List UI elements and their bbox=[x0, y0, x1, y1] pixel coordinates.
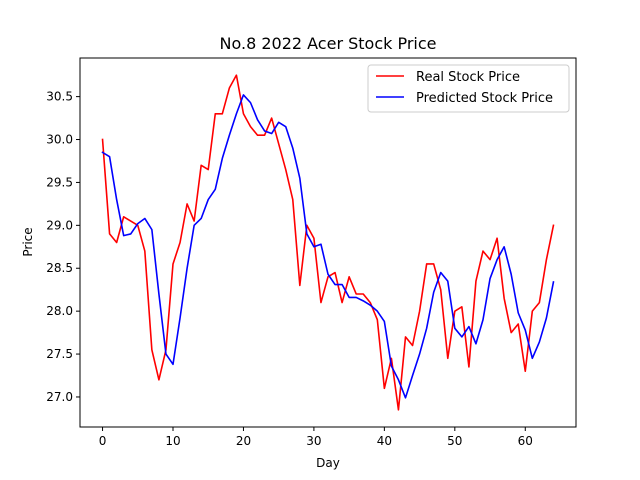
legend-label: Predicted Stock Price bbox=[416, 91, 553, 106]
chart-title: No.8 2022 Acer Stock Price bbox=[220, 34, 437, 53]
legend-label: Real Stock Price bbox=[416, 70, 520, 85]
legend: Real Stock Price Predicted Stock Price bbox=[367, 64, 570, 113]
y-tick-label: 28.0 bbox=[46, 304, 73, 318]
y-tick-label: 29.0 bbox=[46, 218, 73, 232]
y-tick-label: 27.5 bbox=[46, 347, 73, 361]
x-axis: 0 10 20 30 40 50 60 bbox=[99, 427, 533, 448]
y-axis-label: Price bbox=[21, 227, 35, 256]
x-axis-label: Day bbox=[316, 456, 340, 470]
y-axis: 27.0 27.5 28.0 28.5 29.0 29.5 30.0 30.5 bbox=[46, 90, 80, 404]
y-tick-label: 27.0 bbox=[46, 390, 73, 404]
x-tick-label: 60 bbox=[518, 434, 533, 448]
y-tick-label: 29.5 bbox=[46, 175, 73, 189]
x-tick-label: 0 bbox=[99, 434, 107, 448]
y-tick-label: 30.5 bbox=[46, 90, 73, 104]
x-tick-label: 40 bbox=[377, 434, 392, 448]
series-line-real bbox=[101, 74, 555, 411]
x-tick-label: 50 bbox=[447, 434, 462, 448]
y-tick-label: 28.5 bbox=[46, 261, 73, 275]
legend-box bbox=[367, 64, 570, 113]
x-tick-label: 30 bbox=[306, 434, 321, 448]
x-tick-label: 20 bbox=[236, 434, 251, 448]
series-line-predicted bbox=[101, 94, 555, 399]
y-tick-label: 30.0 bbox=[46, 133, 73, 147]
x-tick-label: 10 bbox=[165, 434, 180, 448]
axes-frame bbox=[79, 57, 577, 428]
plot-area bbox=[101, 74, 555, 411]
